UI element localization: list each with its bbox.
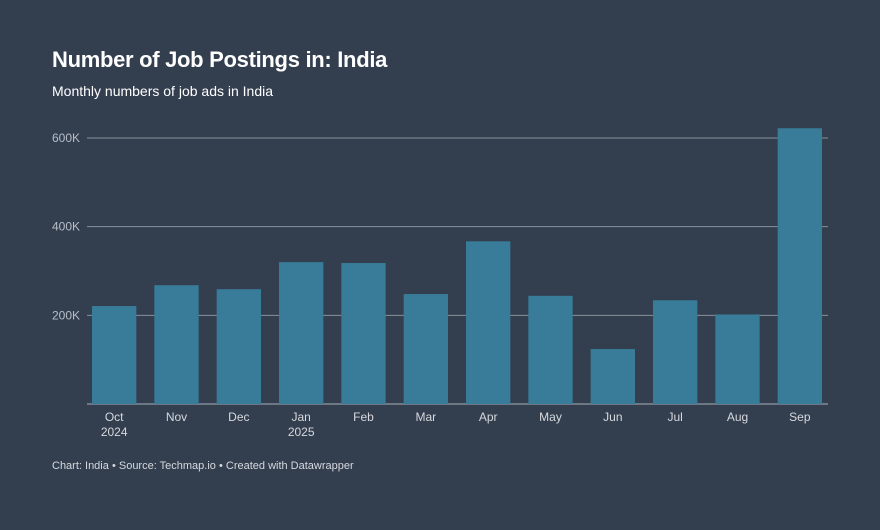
bar	[466, 241, 511, 404]
chart-footer: Chart: India • Source: Techmap.io • Crea…	[52, 460, 354, 472]
chart-subtitle: Monthly numbers of job ads in India	[52, 83, 274, 99]
bar	[341, 263, 386, 404]
x-tick-label: May	[539, 410, 562, 424]
footer-credit: Created with Datawrapper	[225, 460, 354, 472]
chart-title: Number of Job Postings in: India	[52, 47, 388, 72]
bar	[403, 294, 448, 404]
footer-separator: •	[218, 460, 223, 472]
footer-separator: •	[111, 460, 116, 472]
x-tick-label: Jan 2025	[288, 410, 315, 439]
y-tick-label: 200K	[52, 308, 80, 322]
bar	[590, 349, 635, 404]
x-tick-label: Dec	[228, 410, 249, 424]
footer-source: Source: Techmap.io	[118, 460, 216, 472]
bar	[92, 306, 137, 404]
x-tick-label: Feb	[353, 410, 374, 424]
x-axis-labels: Oct 2024 Nov Dec Jan 2025 Feb Mar Apr May Jun Jul Au…	[101, 410, 811, 439]
bar	[777, 128, 822, 404]
bar	[154, 285, 199, 404]
x-tick-label: Sep	[789, 410, 811, 424]
footer-chart-label: Chart: India	[52, 460, 109, 472]
y-tick-label: 600K	[52, 131, 80, 145]
x-tick-label: Apr	[479, 410, 498, 424]
bar	[653, 300, 698, 404]
x-tick-label: Aug	[727, 410, 748, 424]
x-tick-label: Oct 2024	[101, 410, 128, 439]
x-tick-label: Mar	[415, 410, 436, 424]
gridlines: 200K 400K 600K	[52, 131, 828, 405]
bar	[715, 314, 760, 404]
x-tick-label: Jul	[667, 410, 682, 424]
bar	[528, 295, 573, 404]
x-tick-label: Nov	[166, 410, 187, 424]
y-tick-label: 400K	[52, 220, 80, 234]
bar	[279, 262, 324, 404]
bar	[216, 289, 261, 404]
x-tick-label: Jun	[603, 410, 622, 424]
bars	[92, 128, 822, 404]
